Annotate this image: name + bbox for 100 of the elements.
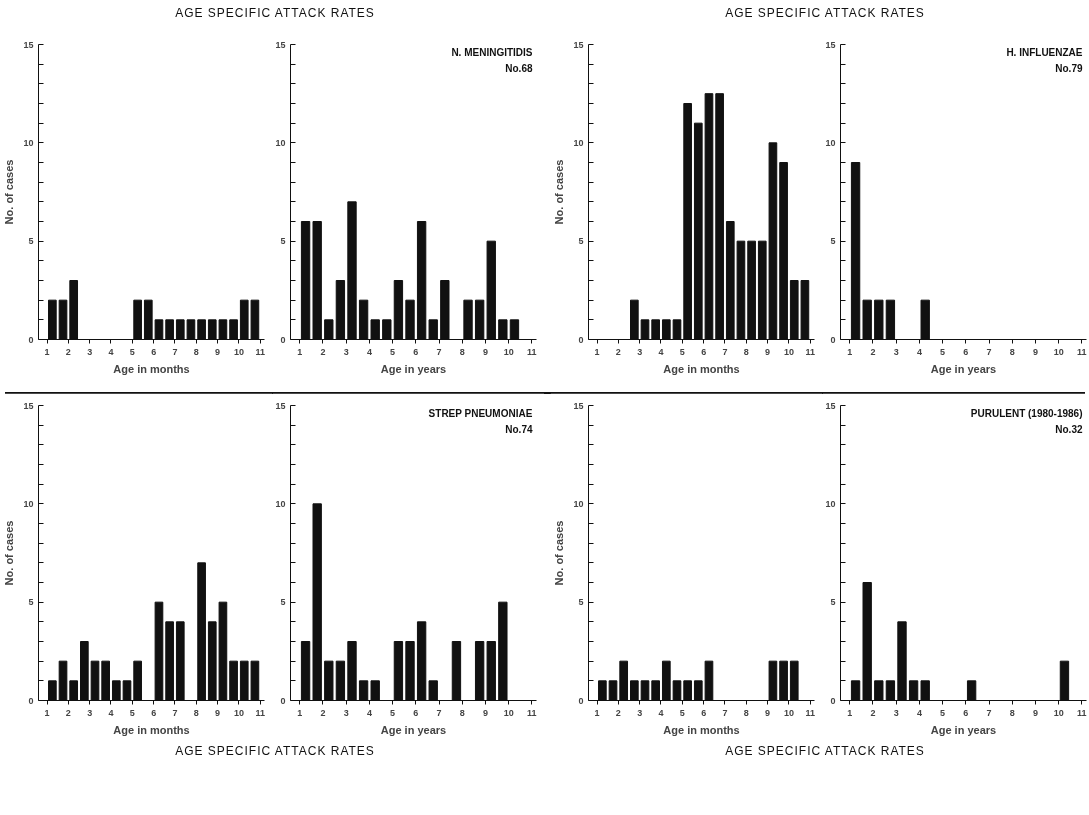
text: AGE SPECIFIC ATTACK RATES: [724, 743, 926, 760]
x-tick-label: 10: [1053, 346, 1064, 357]
x-tick-label: 4: [108, 346, 114, 357]
x-axis-title: Age in months: [663, 723, 740, 736]
x-tick-label: 4: [108, 707, 114, 718]
x-tick-label: 8: [459, 707, 465, 718]
x-tick-label: 1: [594, 346, 600, 357]
x-tick-label: 10: [233, 707, 244, 718]
x-axis-title: Age in years: [380, 723, 447, 736]
x-axis-title: Age in years: [930, 362, 997, 375]
x-tick-label: 8: [459, 346, 465, 357]
x-tick-label: 9: [765, 707, 771, 718]
y-tick-label: 5: [830, 597, 836, 608]
chart-title: AGE SPECIFIC ATTACK RATES: [174, 5, 376, 22]
y-tick-label: 15: [23, 400, 34, 411]
x-tick-label: 3: [893, 346, 899, 357]
x-tick-label: 5: [679, 346, 685, 357]
x-tick-label: 7: [722, 707, 728, 718]
x-tick-label: 9: [765, 346, 771, 357]
x-tick-label: 2: [870, 707, 876, 718]
y-tick-label: 5: [280, 236, 286, 247]
x-tick-label: 10: [1053, 707, 1064, 718]
y-tick-label: 5: [578, 236, 584, 247]
x-tick-label: 5: [129, 707, 135, 718]
x-axis-title: Age in months: [663, 362, 740, 375]
x-tick-label: 1: [594, 707, 600, 718]
x-tick-label: 6: [151, 707, 157, 718]
y-tick-label: 0: [28, 334, 34, 345]
x-tick-label: 2: [320, 707, 326, 718]
x-tick-label: 4: [916, 707, 922, 718]
x-tick-label: 1: [44, 346, 50, 357]
x-tick-label: 5: [679, 707, 685, 718]
y-axis-title: No. of cases: [3, 520, 16, 586]
text: AGE SPECIFIC ATTACK RATES: [174, 743, 376, 760]
x-tick-label: 2: [615, 346, 621, 357]
x-tick-label: 9: [1032, 346, 1038, 357]
y-tick-label: 0: [28, 695, 34, 706]
x-tick-label: 1: [44, 707, 50, 718]
x-tick-label: 2: [65, 346, 71, 357]
x-tick-label: 3: [637, 707, 643, 718]
x-tick-label: 3: [343, 707, 349, 718]
x-axis-title: Age in months: [113, 362, 190, 375]
x-tick-label: 7: [722, 346, 728, 357]
x-tick-label: 10: [783, 346, 794, 357]
x-tick-label: 10: [783, 707, 794, 718]
y-tick-label: 10: [573, 137, 584, 148]
x-tick-label: 11: [805, 346, 815, 357]
annotation: N. MENINGITIDIS: [451, 46, 533, 58]
x-tick-label: 7: [986, 707, 992, 718]
x-tick-label: 4: [366, 707, 372, 718]
x-tick-label: 11: [527, 346, 537, 357]
x-tick-label: 9: [1032, 707, 1038, 718]
y-tick-label: 0: [578, 695, 584, 706]
x-tick-label: 4: [366, 346, 372, 357]
x-tick-label: 4: [658, 707, 664, 718]
y-tick-label: 5: [28, 597, 34, 608]
x-tick-label: 6: [701, 707, 707, 718]
annotation: No.79: [1055, 62, 1083, 74]
x-tick-label: 11: [527, 707, 537, 718]
y-tick-label: 15: [275, 400, 286, 411]
x-tick-label: 8: [743, 707, 749, 718]
y-tick-label: 15: [573, 400, 584, 411]
x-tick-label: 5: [940, 346, 946, 357]
annotation: H. INFLUENZAE: [1006, 46, 1083, 58]
y-tick-label: 10: [23, 498, 34, 509]
x-tick-label: 5: [129, 346, 135, 357]
y-tick-label: 10: [573, 498, 584, 509]
x-tick-label: 6: [963, 346, 969, 357]
x-tick-label: 3: [637, 346, 643, 357]
x-tick-label: 5: [940, 707, 946, 718]
y-tick-label: 15: [573, 39, 584, 50]
x-tick-label: 9: [482, 707, 488, 718]
annotation: PURULENT (1980-1986): [970, 407, 1083, 419]
x-tick-label: 6: [413, 346, 419, 357]
x-tick-label: 7: [436, 346, 442, 357]
x-tick-label: 4: [658, 346, 664, 357]
y-tick-label: 0: [280, 334, 286, 345]
chart-title: AGE SPECIFIC ATTACK RATES: [724, 5, 926, 22]
x-axis-title: Age in years: [930, 723, 997, 736]
y-axis-title: No. of cases: [553, 520, 566, 586]
y-tick-label: 15: [825, 400, 836, 411]
x-tick-label: 3: [87, 707, 93, 718]
y-tick-label: 10: [825, 498, 836, 509]
x-tick-label: 8: [743, 346, 749, 357]
x-tick-label: 3: [87, 346, 93, 357]
x-tick-label: 8: [1009, 707, 1015, 718]
x-tick-label: 2: [320, 346, 326, 357]
annotation: No.68: [505, 62, 533, 74]
x-tick-label: 8: [193, 707, 199, 718]
y-tick-label: 10: [275, 498, 286, 509]
x-tick-label: 10: [233, 346, 244, 357]
x-tick-label: 4: [916, 346, 922, 357]
x-tick-label: 11: [255, 707, 265, 718]
x-tick-label: 1: [847, 707, 853, 718]
x-tick-label: 11: [1077, 707, 1087, 718]
x-tick-label: 1: [297, 707, 303, 718]
x-tick-label: 7: [172, 346, 178, 357]
y-tick-label: 15: [275, 39, 286, 50]
y-tick-label: 15: [23, 39, 34, 50]
y-tick-label: 5: [830, 236, 836, 247]
